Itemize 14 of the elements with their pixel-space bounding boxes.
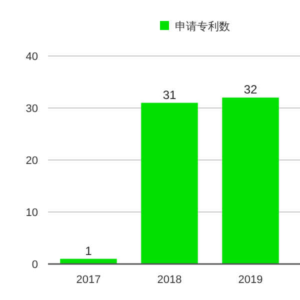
data-label: 31 <box>162 88 176 102</box>
legend-label: 申请专利数 <box>175 20 230 33</box>
bar <box>222 98 279 264</box>
x-tick-label: 2017 <box>76 274 101 286</box>
data-label: 32 <box>244 82 258 97</box>
y-tick-label: 10 <box>26 206 38 219</box>
data-label: 1 <box>85 244 92 258</box>
y-tick-label: 20 <box>26 154 38 167</box>
x-tick-label: 2019 <box>238 274 263 286</box>
y-tick-label: 30 <box>26 102 38 115</box>
x-tick-label: 2018 <box>157 274 182 286</box>
y-tick-label: 0 <box>32 258 38 271</box>
bar <box>141 102 198 264</box>
y-tick-label: 40 <box>26 50 38 63</box>
